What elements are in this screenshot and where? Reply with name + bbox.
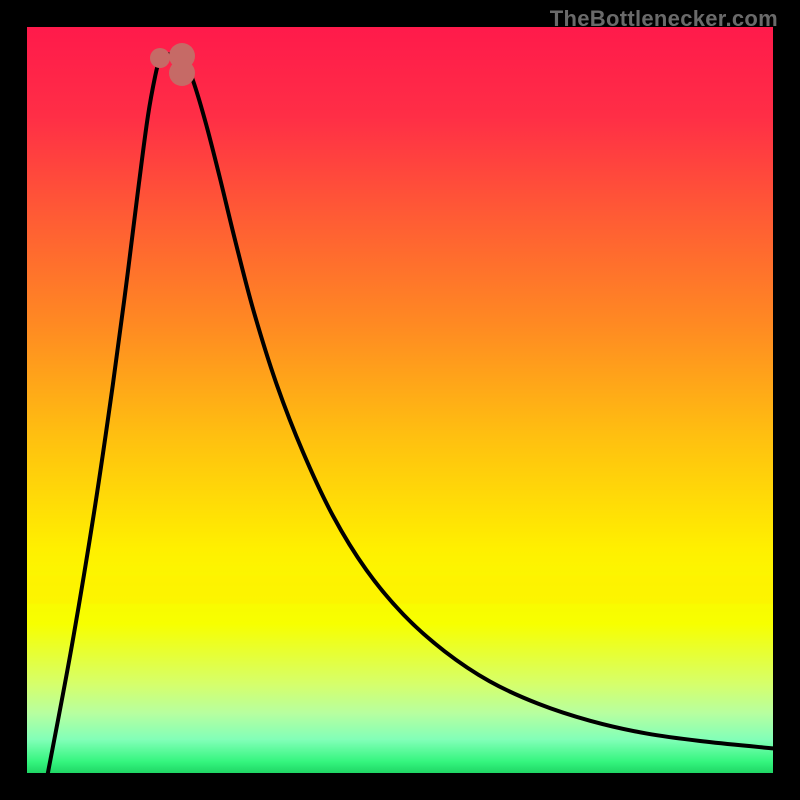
marker-dot bbox=[169, 60, 195, 86]
plot-area bbox=[27, 27, 773, 773]
bottleneck-curve bbox=[27, 27, 773, 773]
marker-dot bbox=[150, 48, 170, 68]
chart-container: TheBottlenecker.com bbox=[0, 0, 800, 800]
watermark-text: TheBottlenecker.com bbox=[550, 6, 778, 32]
